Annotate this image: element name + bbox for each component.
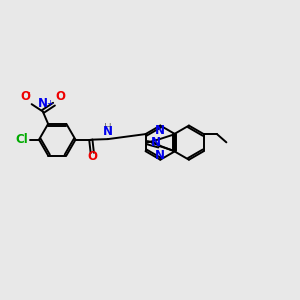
- Text: Cl: Cl: [16, 133, 28, 146]
- Text: O: O: [56, 90, 65, 103]
- Text: N: N: [154, 124, 164, 137]
- Text: O: O: [20, 90, 30, 103]
- Text: -: -: [27, 87, 31, 97]
- Text: O: O: [87, 150, 97, 163]
- Text: N: N: [103, 124, 113, 138]
- Text: N: N: [154, 149, 164, 162]
- Text: +: +: [46, 99, 53, 108]
- Text: N: N: [151, 136, 161, 149]
- Text: N: N: [38, 97, 48, 110]
- Text: H: H: [104, 123, 112, 133]
